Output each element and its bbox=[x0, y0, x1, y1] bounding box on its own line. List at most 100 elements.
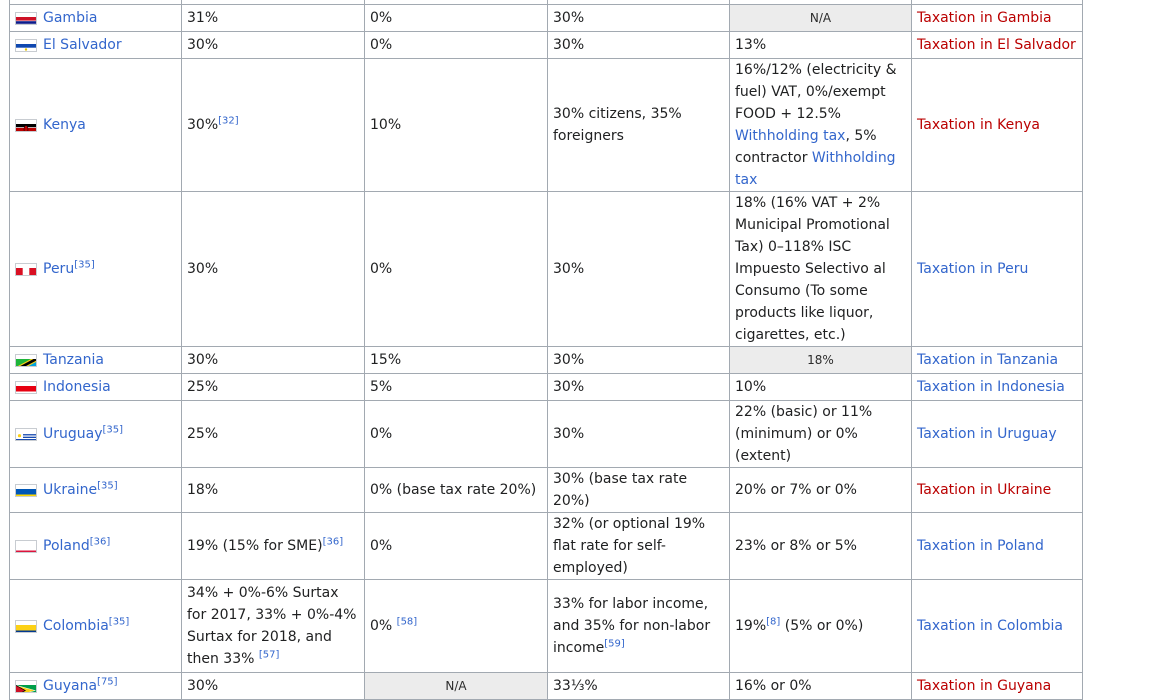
rate-value: N/A bbox=[445, 679, 466, 693]
rate-cell: 30% citizens, 35% foreigners bbox=[548, 59, 730, 192]
taxation-link[interactable]: Taxation in El Salvador bbox=[917, 37, 1076, 53]
country-link[interactable]: El Salvador bbox=[43, 37, 122, 53]
vat-value: 18% bbox=[807, 353, 834, 367]
country-cell: Kenya bbox=[10, 59, 182, 192]
rate-value: 30% bbox=[553, 37, 584, 53]
citation-link[interactable]: [57] bbox=[259, 649, 280, 660]
country-link[interactable]: Gambia bbox=[43, 10, 97, 26]
taxation-link[interactable]: Taxation in Uruguay bbox=[917, 426, 1057, 442]
rate-cell: 32% (or optional 19% flat rate for self-… bbox=[548, 513, 730, 580]
poland-flag-icon bbox=[15, 540, 37, 553]
vat-cell: 23% or 8% or 5% bbox=[730, 513, 912, 580]
rate-value: 33% for labor income, and 35% for non-la… bbox=[553, 596, 710, 656]
country-cell: El Salvador bbox=[10, 32, 182, 59]
rate-value: 30% bbox=[187, 37, 218, 53]
rate-cell: 30% bbox=[182, 32, 365, 59]
citation-link[interactable]: [8] bbox=[766, 616, 780, 627]
vat-value: 13% bbox=[735, 37, 766, 53]
taxation-link[interactable]: Taxation in Indonesia bbox=[917, 379, 1065, 395]
uruguay-flag-icon bbox=[15, 428, 37, 441]
rate-value: 30% (base tax rate 20%) bbox=[553, 471, 687, 509]
taxation-link[interactable]: Taxation in Kenya bbox=[917, 117, 1040, 133]
rate-value: 0% bbox=[370, 538, 392, 554]
rate-value: 30% bbox=[553, 352, 584, 368]
rate-value: 0% bbox=[370, 618, 397, 634]
citation-link[interactable]: [75] bbox=[97, 676, 118, 687]
vat-value: 16%/12% (electricity & fuel) VAT, 0%/exe… bbox=[735, 62, 897, 122]
taxation-link[interactable]: Taxation in Tanzania bbox=[917, 352, 1058, 368]
rate-cell: 30% bbox=[182, 192, 365, 347]
country-cell: Peru[35] bbox=[10, 192, 182, 347]
taxation-cell: Taxation in Uruguay bbox=[912, 401, 1083, 468]
country-link[interactable]: Peru bbox=[43, 261, 74, 277]
rate-cell: 15% bbox=[365, 347, 548, 374]
table-row: Peru[35]30%0%30%18% (16% VAT + 2% Munici… bbox=[10, 192, 1083, 347]
vat-cell: 19%[8] (5% or 0%) bbox=[730, 580, 912, 673]
country-cell: Tanzania bbox=[10, 347, 182, 374]
rate-cell: 30% bbox=[182, 673, 365, 700]
taxation-cell: Taxation in Colombia bbox=[912, 580, 1083, 673]
rate-value: 25% bbox=[187, 426, 218, 442]
country-link[interactable]: Ukraine bbox=[43, 482, 97, 498]
taxation-link[interactable]: Taxation in Poland bbox=[917, 538, 1044, 554]
vat-cell: 10% bbox=[730, 374, 912, 401]
rate-value: 0% bbox=[370, 10, 392, 26]
rate-value: 25% bbox=[187, 379, 218, 395]
rate-cell: 31% bbox=[182, 5, 365, 32]
taxation-link[interactable]: Taxation in Peru bbox=[917, 261, 1028, 277]
citation-link[interactable]: [35] bbox=[103, 424, 124, 435]
vat-cell: 16% or 0% bbox=[730, 673, 912, 700]
country-cell: Poland[36] bbox=[10, 513, 182, 580]
country-cell: Uruguay[35] bbox=[10, 401, 182, 468]
el-salvador-flag-icon bbox=[15, 39, 37, 52]
taxation-link[interactable]: Taxation in Gambia bbox=[917, 10, 1052, 26]
citation-link[interactable]: [35] bbox=[74, 259, 95, 270]
taxation-cell: Taxation in El Salvador bbox=[912, 32, 1083, 59]
rate-cell: 30% bbox=[548, 374, 730, 401]
vat-cell: 20% or 7% or 0% bbox=[730, 468, 912, 513]
indonesia-flag-icon bbox=[15, 381, 37, 394]
country-link[interactable]: Guyana bbox=[43, 678, 97, 694]
rate-value: 15% bbox=[370, 352, 401, 368]
rate-cell: 0% bbox=[365, 192, 548, 347]
ukraine-flag-icon bbox=[15, 484, 37, 497]
taxation-link[interactable]: Taxation in Ukraine bbox=[917, 482, 1051, 498]
taxation-cell: Taxation in Gambia bbox=[912, 5, 1083, 32]
taxation-link[interactable]: Taxation in Colombia bbox=[917, 618, 1063, 634]
citation-link[interactable]: [36] bbox=[90, 536, 111, 547]
rate-cell: 0% bbox=[365, 513, 548, 580]
rate-value: 30% bbox=[553, 261, 584, 277]
country-link[interactable]: Kenya bbox=[43, 117, 86, 133]
rate-value: 10% bbox=[370, 117, 401, 133]
taxation-cell: Taxation in Guyana bbox=[912, 673, 1083, 700]
withholding-tax-link[interactable]: Withholding tax bbox=[735, 128, 845, 144]
rate-cell: 34% + 0%-6% Surtax for 2017, 33% + 0%-4%… bbox=[182, 580, 365, 673]
country-link[interactable]: Poland bbox=[43, 538, 90, 554]
country-link[interactable]: Tanzania bbox=[43, 352, 104, 368]
citation-link[interactable]: [58] bbox=[397, 616, 418, 627]
rate-cell: 30% bbox=[548, 192, 730, 347]
rate-cell: 30% bbox=[548, 401, 730, 468]
country-link[interactable]: Uruguay bbox=[43, 426, 103, 442]
citation-link[interactable]: [36] bbox=[323, 536, 344, 547]
taxation-cell: Taxation in Tanzania bbox=[912, 347, 1083, 374]
taxation-link[interactable]: Taxation in Guyana bbox=[917, 678, 1051, 694]
rate-cell: N/A bbox=[365, 673, 548, 700]
table-row: Ukraine[35]18%0% (base tax rate 20%)30% … bbox=[10, 468, 1083, 513]
vat-cell: 13% bbox=[730, 32, 912, 59]
country-link[interactable]: Indonesia bbox=[43, 379, 111, 395]
citation-link[interactable]: [32] bbox=[218, 115, 239, 126]
rate-value: 0% bbox=[370, 261, 392, 277]
rate-cell: 33% for labor income, and 35% for non-la… bbox=[548, 580, 730, 673]
rate-cell: 18% bbox=[182, 468, 365, 513]
citation-link[interactable]: [59] bbox=[604, 638, 625, 649]
country-link[interactable]: Colombia bbox=[43, 618, 109, 634]
rate-value: 18% bbox=[187, 482, 218, 498]
colombia-flag-icon bbox=[15, 620, 37, 633]
citation-link[interactable]: [35] bbox=[97, 480, 118, 491]
citation-link[interactable]: [35] bbox=[109, 616, 130, 627]
table-row: Uruguay[35]25%0%30%22% (basic) or 11% (m… bbox=[10, 401, 1083, 468]
